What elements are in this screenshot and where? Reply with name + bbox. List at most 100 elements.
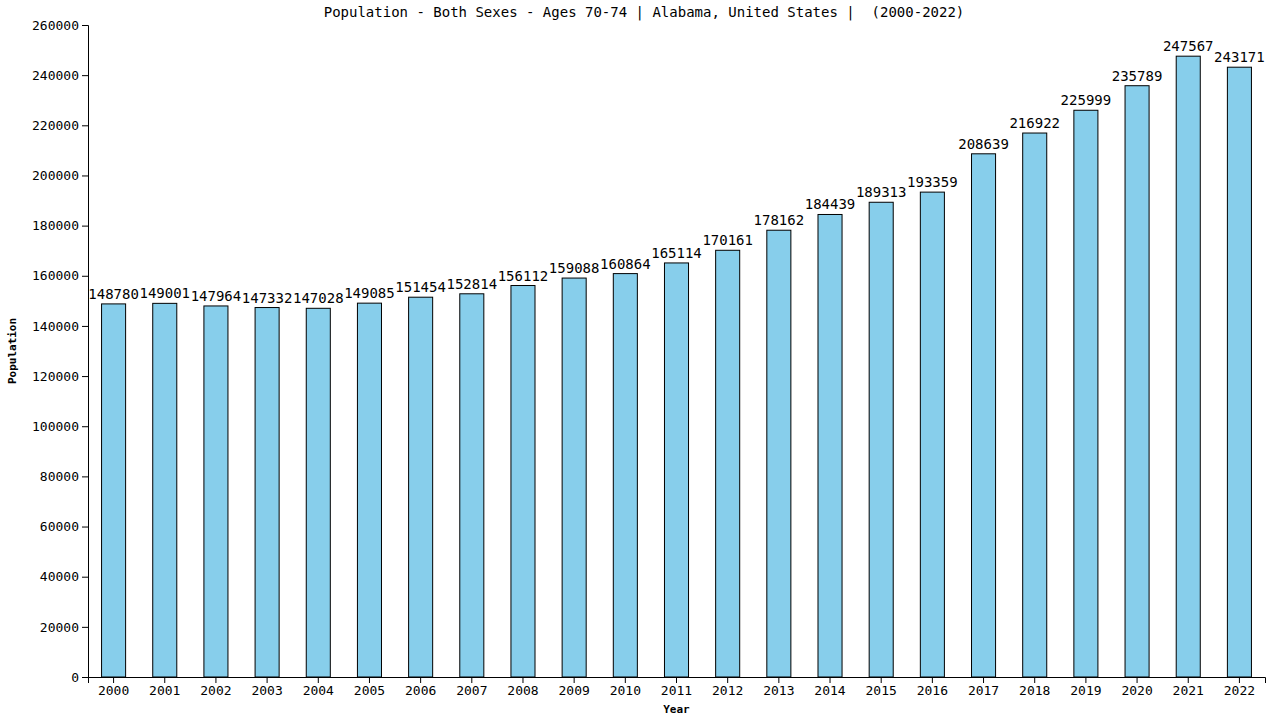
bar <box>204 306 228 677</box>
title: Population - Both Sexes - Ages 70-74 | A… <box>324 4 965 21</box>
x-tick: 2012 <box>712 677 743 698</box>
x-tick-label: 2003 <box>251 683 282 698</box>
x-tick-mark <box>932 677 933 683</box>
y-tick-mark <box>82 627 88 628</box>
bar <box>716 250 740 677</box>
y-tick: 80000 <box>40 469 88 484</box>
data-label: 152814 <box>447 276 498 292</box>
y-tick-label: 20000 <box>40 620 79 635</box>
x-tick-label: 2017 <box>968 683 999 698</box>
data-label: 225999 <box>1061 92 1112 108</box>
x-tick-mark <box>318 677 319 683</box>
x-tick-mark <box>113 677 114 683</box>
x-tick-mark <box>215 677 216 683</box>
y-tick-label: 60000 <box>40 519 79 534</box>
y-tick-mark <box>82 175 88 176</box>
x-tick-mark <box>267 677 268 683</box>
y-tick-mark <box>82 376 88 377</box>
x-tick-label: 2022 <box>1224 683 1255 698</box>
y-tick-label: 0 <box>71 670 79 685</box>
x-tick-mark <box>727 677 728 683</box>
bar <box>1023 133 1047 677</box>
x-tick-mark <box>574 677 575 683</box>
data-label: 247567 <box>1163 38 1214 54</box>
data-label: 184439 <box>805 196 856 212</box>
data-label: 178162 <box>754 212 805 228</box>
y-tick-label: 140000 <box>32 319 79 334</box>
x-tick: 2016 <box>917 677 948 698</box>
x-tick: 2001 <box>149 677 180 698</box>
x-tick-label: 2001 <box>149 683 180 698</box>
bar <box>972 154 996 677</box>
x-tick-mark <box>471 677 472 683</box>
x-tick-label: 2015 <box>866 683 897 698</box>
y-tick-label: 200000 <box>32 168 79 183</box>
y-axis-line <box>82 26 89 678</box>
data-label: 147964 <box>191 288 242 304</box>
y-tick-mark <box>82 476 88 477</box>
x-tick-mark <box>164 677 165 683</box>
y-tick: 180000 <box>32 218 88 233</box>
x-tick: 2009 <box>558 677 589 698</box>
data-label: 151454 <box>395 279 446 295</box>
y-tick: 100000 <box>32 419 88 434</box>
x-tick-label: 2000 <box>98 683 129 698</box>
x-tick-mark <box>1137 677 1138 683</box>
y-tick-label: 220000 <box>32 118 79 133</box>
x-tick-mark <box>778 677 779 683</box>
y-tick: 140000 <box>32 319 88 334</box>
x-tick-mark <box>1085 677 1086 683</box>
data-label: 170161 <box>702 232 753 248</box>
y-tick-label: 160000 <box>32 268 79 283</box>
y-tick-mark <box>82 577 88 578</box>
y-tick-mark <box>82 276 88 277</box>
x-tick-label: 2011 <box>661 683 692 698</box>
x-tick: 2018 <box>1019 677 1050 698</box>
y-tick-mark <box>82 25 88 26</box>
x-tick-label: 2008 <box>507 683 538 698</box>
x-tick-mark <box>1188 677 1189 683</box>
y-tick-mark <box>82 527 88 528</box>
y-tick: 220000 <box>32 118 88 133</box>
y-tick-mark <box>82 125 88 126</box>
data-label: 148780 <box>88 286 139 302</box>
x-tick: 2010 <box>610 677 641 698</box>
y-tick-mark <box>82 75 88 76</box>
data-label: 216922 <box>1009 115 1060 131</box>
y-tick: 120000 <box>32 369 88 384</box>
x-axis-title: Year <box>663 703 690 716</box>
x-tick-label: 2002 <box>200 683 231 698</box>
x-tick-label: 2007 <box>456 683 487 698</box>
data-label: 156112 <box>498 268 549 284</box>
x-tick: 2007 <box>456 677 487 698</box>
y-tick: 60000 <box>40 519 88 534</box>
bar <box>869 202 893 677</box>
x-tick-label: 2013 <box>763 683 794 698</box>
y-tick: 40000 <box>40 569 88 584</box>
y-tick: 160000 <box>32 268 88 283</box>
bar <box>613 274 637 677</box>
bar <box>1125 86 1149 677</box>
x-tick: 2019 <box>1070 677 1101 698</box>
y-tick: 260000 <box>32 18 88 33</box>
y-tick-mark <box>82 426 88 427</box>
x-axis-line <box>89 678 1266 684</box>
data-label: 208639 <box>958 136 1009 152</box>
x-tick: 2003 <box>251 677 282 698</box>
data-label: 193359 <box>907 174 958 190</box>
x-tick: 2006 <box>405 677 436 698</box>
y-axis: 0 20000 40000 60000 80000 100000 120000 140000 1… <box>32 18 88 685</box>
y-tick: 200000 <box>32 168 88 183</box>
bar <box>1176 56 1200 677</box>
x-tick: 2020 <box>1121 677 1152 698</box>
y-tick-mark <box>82 326 88 327</box>
data-label: 160864 <box>600 256 651 272</box>
x-tick-label: 2009 <box>558 683 589 698</box>
x-tick-mark <box>369 677 370 683</box>
x-tick-label: 2018 <box>1019 683 1050 698</box>
data-label: 165114 <box>651 245 702 261</box>
x-tick-label: 2019 <box>1070 683 1101 698</box>
x-tick-mark <box>420 677 421 683</box>
y-tick: 20000 <box>40 620 88 635</box>
x-tick-mark <box>881 677 882 683</box>
